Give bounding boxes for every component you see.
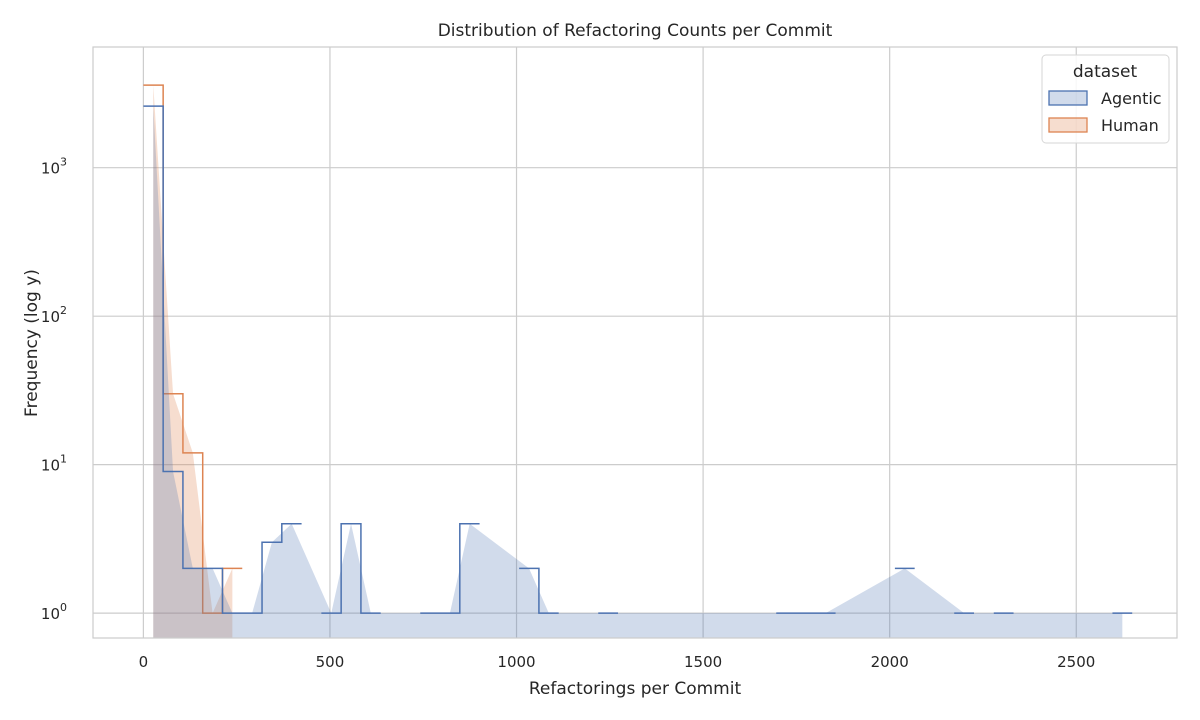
series-step-agentic bbox=[519, 567, 559, 614]
x-tick-label: 1500 bbox=[684, 653, 722, 671]
y-tick-base: 10 bbox=[41, 160, 60, 178]
x-axis-title: Refactorings per Commit bbox=[529, 679, 742, 699]
y-tick-exponent: 1 bbox=[60, 453, 67, 466]
y-tick-label: 102 bbox=[41, 304, 67, 326]
y-tick-exponent: 2 bbox=[60, 304, 67, 317]
series-fill-human bbox=[153, 85, 233, 639]
legend-title: dataset bbox=[1073, 62, 1138, 82]
series-step-agentic bbox=[420, 522, 480, 614]
plot-area bbox=[93, 47, 1177, 638]
x-tick-label: 0 bbox=[139, 653, 149, 671]
chart-title: Distribution of Refactoring Counts per C… bbox=[438, 21, 833, 41]
legend-box bbox=[1041, 54, 1170, 144]
legend-label-human: Human bbox=[1101, 116, 1159, 135]
y-tick-base: 10 bbox=[41, 308, 60, 326]
x-tick-label: 1000 bbox=[497, 653, 535, 671]
series-step-agentic bbox=[321, 522, 381, 614]
y-axis-title: Frequency (log y) bbox=[22, 269, 42, 417]
series-layer bbox=[143, 84, 1133, 639]
gridlines bbox=[93, 47, 1177, 638]
plot-frame bbox=[92, 46, 1178, 639]
y-tick-base: 10 bbox=[41, 605, 60, 623]
series-step-agentic bbox=[143, 105, 302, 614]
x-tick-label: 500 bbox=[316, 653, 345, 671]
y-tick-label: 103 bbox=[41, 156, 67, 178]
legend-label-agentic: Agentic bbox=[1101, 89, 1162, 108]
y-tick-exponent: 0 bbox=[60, 601, 67, 614]
x-tick-labels: 0 500 1000 1500 2000 2500 bbox=[139, 653, 1096, 671]
legend-swatch-agentic bbox=[1048, 90, 1088, 106]
y-tick-base: 10 bbox=[41, 457, 60, 475]
x-tick-label: 2500 bbox=[1057, 653, 1095, 671]
x-tick-label: 2000 bbox=[871, 653, 909, 671]
series-agentic bbox=[143, 105, 1133, 639]
legend: dataset Agentic Human bbox=[1041, 54, 1170, 144]
legend-swatch-human bbox=[1048, 117, 1088, 133]
y-tick-exponent: 3 bbox=[60, 156, 67, 169]
y-tick-label: 100 bbox=[41, 601, 67, 623]
y-tick-label: 101 bbox=[41, 453, 67, 475]
